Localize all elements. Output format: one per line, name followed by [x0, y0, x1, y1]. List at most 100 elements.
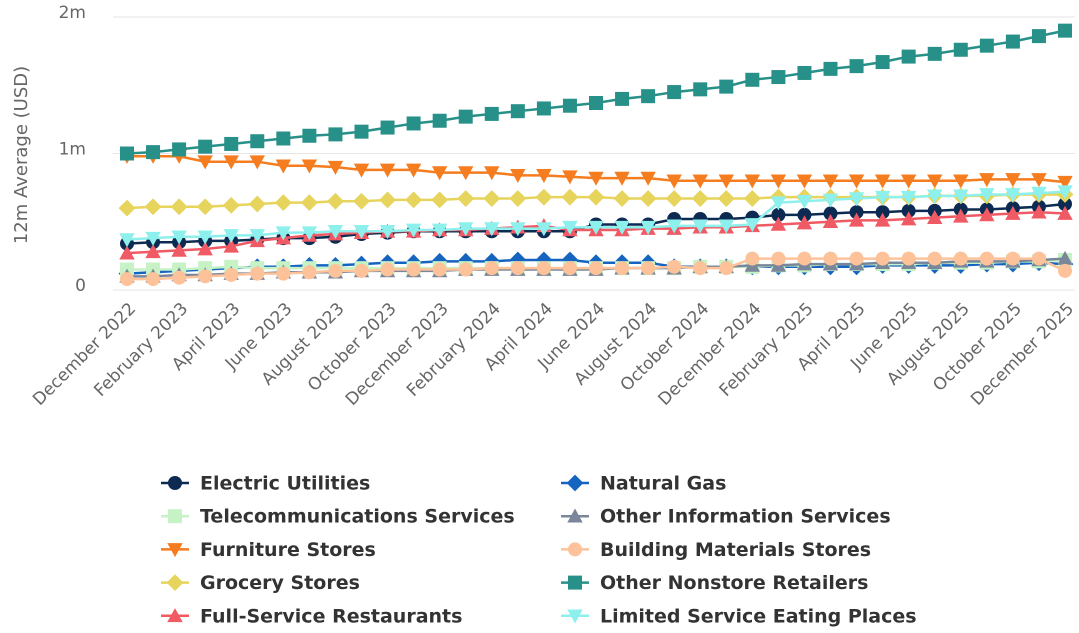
marker [587, 188, 605, 206]
marker [979, 251, 994, 266]
marker [276, 131, 291, 146]
marker [379, 225, 396, 240]
marker [640, 220, 656, 235]
legend-marker [167, 608, 183, 623]
legend-marker [168, 509, 182, 524]
marker [484, 222, 500, 237]
marker [405, 191, 423, 209]
marker [483, 190, 501, 207]
marker [1031, 186, 1047, 201]
marker [249, 155, 265, 170]
marker [718, 174, 734, 189]
marker [562, 98, 577, 113]
marker [119, 233, 135, 248]
marker [249, 229, 265, 244]
marker [328, 263, 343, 278]
marker [302, 265, 317, 280]
marker [484, 261, 499, 276]
marker [250, 134, 265, 149]
marker [432, 262, 447, 277]
marker [1005, 251, 1020, 266]
marker [979, 207, 995, 222]
marker [171, 242, 187, 257]
marker [197, 241, 213, 256]
marker [120, 146, 134, 161]
series [119, 185, 1073, 248]
marker [379, 191, 396, 209]
marker [405, 223, 422, 238]
marker [353, 225, 370, 240]
marker [796, 215, 813, 230]
marker [248, 195, 266, 213]
marker [145, 231, 161, 246]
marker [719, 79, 734, 94]
marker [1058, 263, 1072, 278]
legend-label: Building Materials Stores [600, 539, 871, 561]
marker [536, 101, 551, 116]
marker [223, 155, 239, 170]
legend-marker [566, 474, 584, 492]
marker [770, 216, 787, 231]
legend-label: Furniture Stores [200, 539, 376, 561]
x-tick-label: February 2024 [403, 299, 505, 401]
marker [693, 82, 708, 97]
marker [223, 238, 239, 253]
marker [848, 174, 865, 189]
legend-marker [166, 574, 184, 591]
marker [692, 174, 708, 189]
marker [901, 49, 916, 64]
legend-label: Full-Service Restaurants [200, 605, 462, 627]
marker [458, 166, 474, 181]
marker [927, 46, 942, 61]
marker [927, 209, 943, 224]
marker [406, 116, 421, 131]
legend-label: Telecommunications Services [200, 506, 515, 528]
marker [1058, 23, 1072, 38]
marker [118, 199, 136, 217]
marker [770, 174, 787, 189]
marker [1005, 34, 1020, 49]
marker [198, 269, 213, 284]
marker [223, 229, 239, 244]
marker [1005, 205, 1021, 220]
marker [406, 262, 421, 277]
marker [640, 171, 656, 186]
marker [484, 166, 500, 181]
series [120, 23, 1072, 161]
marker [589, 95, 603, 110]
marker [562, 170, 578, 185]
marker [562, 261, 577, 276]
marker [874, 212, 891, 227]
marker [510, 169, 526, 184]
legend-marker [567, 609, 583, 624]
marker [458, 222, 474, 237]
marker [796, 194, 813, 209]
marker [797, 65, 812, 80]
marker [797, 207, 812, 222]
line [126, 29, 1066, 155]
marker [771, 70, 786, 85]
marker [222, 196, 240, 214]
marker [667, 259, 682, 274]
marker [196, 198, 214, 216]
marker [379, 163, 396, 178]
marker [120, 272, 134, 287]
marker [588, 171, 604, 186]
legend-marker [568, 542, 582, 557]
marker [979, 38, 994, 53]
marker [275, 159, 292, 174]
marker [849, 251, 864, 266]
marker [927, 174, 943, 189]
marker [146, 145, 161, 160]
legend-label: Electric Utilities [200, 473, 370, 495]
marker [328, 127, 343, 142]
legend-marker [568, 575, 582, 590]
marker [745, 251, 760, 266]
marker [745, 72, 760, 87]
marker [588, 220, 604, 235]
marker [198, 139, 213, 154]
marker [797, 251, 812, 266]
marker [614, 171, 630, 186]
marker [172, 142, 187, 157]
